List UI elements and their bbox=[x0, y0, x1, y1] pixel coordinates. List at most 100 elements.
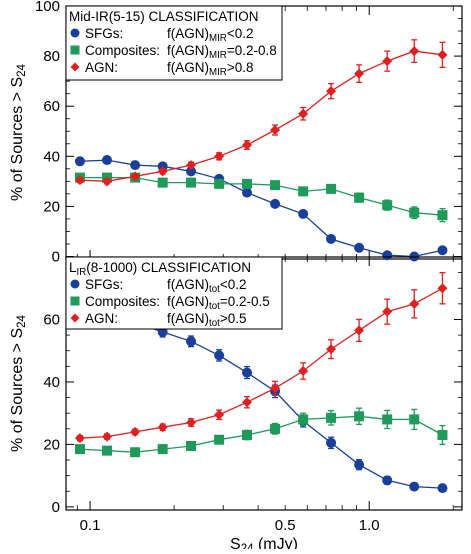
series-line-diamond bbox=[79, 50, 443, 182]
legend-label: Composites: bbox=[85, 43, 160, 58]
data-point-circle bbox=[382, 475, 393, 486]
y-axis-title-part-0: % of Sources > S bbox=[9, 77, 26, 201]
data-point-diamond bbox=[270, 383, 281, 394]
legend-criterion-crit: f(AGN) bbox=[167, 311, 209, 326]
data-point-diamond bbox=[186, 160, 197, 171]
data-point-diamond bbox=[74, 175, 85, 186]
data-point-diamond bbox=[326, 344, 337, 355]
legend-criterion-crit: f(AGN) bbox=[167, 294, 209, 309]
legend-criterion: f(AGN)MIR=0.2-0.8 bbox=[167, 43, 277, 61]
data-point-square bbox=[186, 440, 197, 451]
legend-criterion-sub: tot bbox=[209, 318, 220, 329]
data-point-diamond bbox=[382, 306, 393, 317]
data-point-diamond bbox=[270, 124, 281, 135]
legend-box bbox=[65, 5, 283, 81]
legend-criterion-cond: =0.2-0.5 bbox=[220, 294, 270, 309]
legend-label: Composites: bbox=[85, 294, 160, 309]
x-tick-label: 0.5 bbox=[275, 517, 296, 534]
panel-title-part-0: L bbox=[69, 260, 77, 275]
legend-criterion-sub: tot bbox=[209, 284, 220, 295]
panel-title-part-0: Mid-IR(5-15) CLASSIFICATION bbox=[69, 9, 259, 24]
y-tick-label: 40 bbox=[43, 148, 60, 165]
data-point-square bbox=[186, 177, 197, 188]
y-tick-label: 60 bbox=[43, 98, 60, 115]
legend-criterion-sub: MIR bbox=[209, 33, 227, 44]
data-point-diamond bbox=[102, 176, 113, 187]
data-point-diamond bbox=[102, 431, 113, 442]
x-axis-title-part-1: 24 bbox=[241, 543, 254, 549]
x-axis-title-part-2: (mJy) bbox=[254, 536, 298, 549]
data-point-circle bbox=[326, 437, 337, 448]
legend-criterion: f(AGN)MIR<0.2 bbox=[167, 26, 253, 44]
data-point-diamond bbox=[298, 108, 309, 119]
legend-label: SFGs: bbox=[85, 277, 123, 292]
data-point-circle bbox=[186, 166, 197, 177]
legend-criterion: f(AGN)tot=0.2-0.5 bbox=[167, 294, 270, 312]
data-point-square bbox=[298, 186, 309, 197]
data-point-square bbox=[437, 430, 448, 441]
data-point-circle bbox=[298, 208, 309, 219]
data-point-diamond bbox=[437, 49, 448, 60]
data-point-square bbox=[437, 210, 448, 221]
data-point-diamond bbox=[382, 56, 393, 67]
legend-criterion-crit: f(AGN) bbox=[167, 26, 209, 41]
data-point-diamond bbox=[409, 46, 420, 57]
data-point-circle bbox=[270, 198, 281, 209]
x-axis-title: S24 (mJy) bbox=[230, 536, 298, 549]
data-point-diamond bbox=[437, 283, 448, 294]
legend-marker-circle bbox=[70, 28, 80, 38]
data-point-square bbox=[102, 445, 113, 456]
data-point-diamond bbox=[326, 86, 337, 97]
legend-criterion-sub: MIR bbox=[209, 67, 227, 78]
legend-marker-diamond bbox=[70, 313, 80, 323]
legend-criterion: f(AGN)tot>0.5 bbox=[167, 311, 246, 329]
legend-marker-square bbox=[70, 296, 80, 306]
data-point-diamond bbox=[157, 422, 168, 433]
legend-criterion-crit: f(AGN) bbox=[167, 60, 209, 75]
data-point-square bbox=[382, 414, 393, 425]
data-point-square bbox=[214, 178, 225, 189]
y-tick-label: 60 bbox=[43, 311, 60, 328]
data-point-diamond bbox=[74, 433, 85, 444]
legend-criterion-cond: <0.2 bbox=[227, 26, 254, 41]
data-point-diamond bbox=[298, 366, 309, 377]
data-point-diamond bbox=[242, 397, 253, 408]
data-point-diamond bbox=[157, 166, 168, 177]
legend-criterion-cond: =0.2-0.8 bbox=[227, 43, 277, 58]
data-point-circle bbox=[186, 336, 197, 347]
legend-label: AGN: bbox=[85, 311, 118, 326]
y-tick-label: 0 bbox=[52, 499, 60, 516]
y-axis-title: % of Sources > S24 bbox=[9, 314, 28, 451]
data-point-square bbox=[409, 414, 420, 425]
data-point-circle bbox=[382, 250, 393, 261]
legend-label: AGN: bbox=[85, 60, 118, 75]
legend-criterion: f(AGN)MIR>0.8 bbox=[167, 60, 253, 78]
data-point-square bbox=[354, 192, 365, 203]
data-point-diamond bbox=[409, 298, 420, 309]
legend-criterion-crit: f(AGN) bbox=[167, 277, 209, 292]
series-line-diamond bbox=[79, 287, 443, 439]
data-point-circle bbox=[102, 155, 113, 166]
data-point-square bbox=[214, 434, 225, 445]
x-axis-title-part-0: S bbox=[230, 536, 241, 549]
y-tick-label: 80 bbox=[43, 48, 60, 65]
top-panel: 0 20 40 60 80 100 % of Sources > S24 Mid-IR(5-1… bbox=[9, 0, 463, 265]
panel-title: LIR(8-1000) CLASSIFICATION bbox=[69, 260, 251, 278]
y-tick-label: 100 bbox=[35, 0, 60, 15]
legend-criterion-sub: MIR bbox=[209, 50, 227, 61]
data-point-square bbox=[130, 447, 141, 458]
data-point-square bbox=[157, 444, 168, 455]
legend-criterion-crit: f(AGN) bbox=[167, 43, 209, 58]
data-point-diamond bbox=[354, 325, 365, 336]
data-point-circle bbox=[354, 242, 365, 253]
legend-criterion: f(AGN)tot<0.2 bbox=[167, 277, 246, 295]
data-point-square bbox=[242, 178, 253, 189]
x-tick-label: 0.1 bbox=[80, 517, 101, 534]
data-point-diamond bbox=[130, 426, 141, 437]
legend-criterion-cond: >0.5 bbox=[220, 311, 247, 326]
legend-criterion-cond: >0.8 bbox=[227, 60, 254, 75]
data-point-square bbox=[382, 200, 393, 211]
data-point-diamond bbox=[242, 140, 253, 151]
data-point-diamond bbox=[214, 409, 225, 420]
